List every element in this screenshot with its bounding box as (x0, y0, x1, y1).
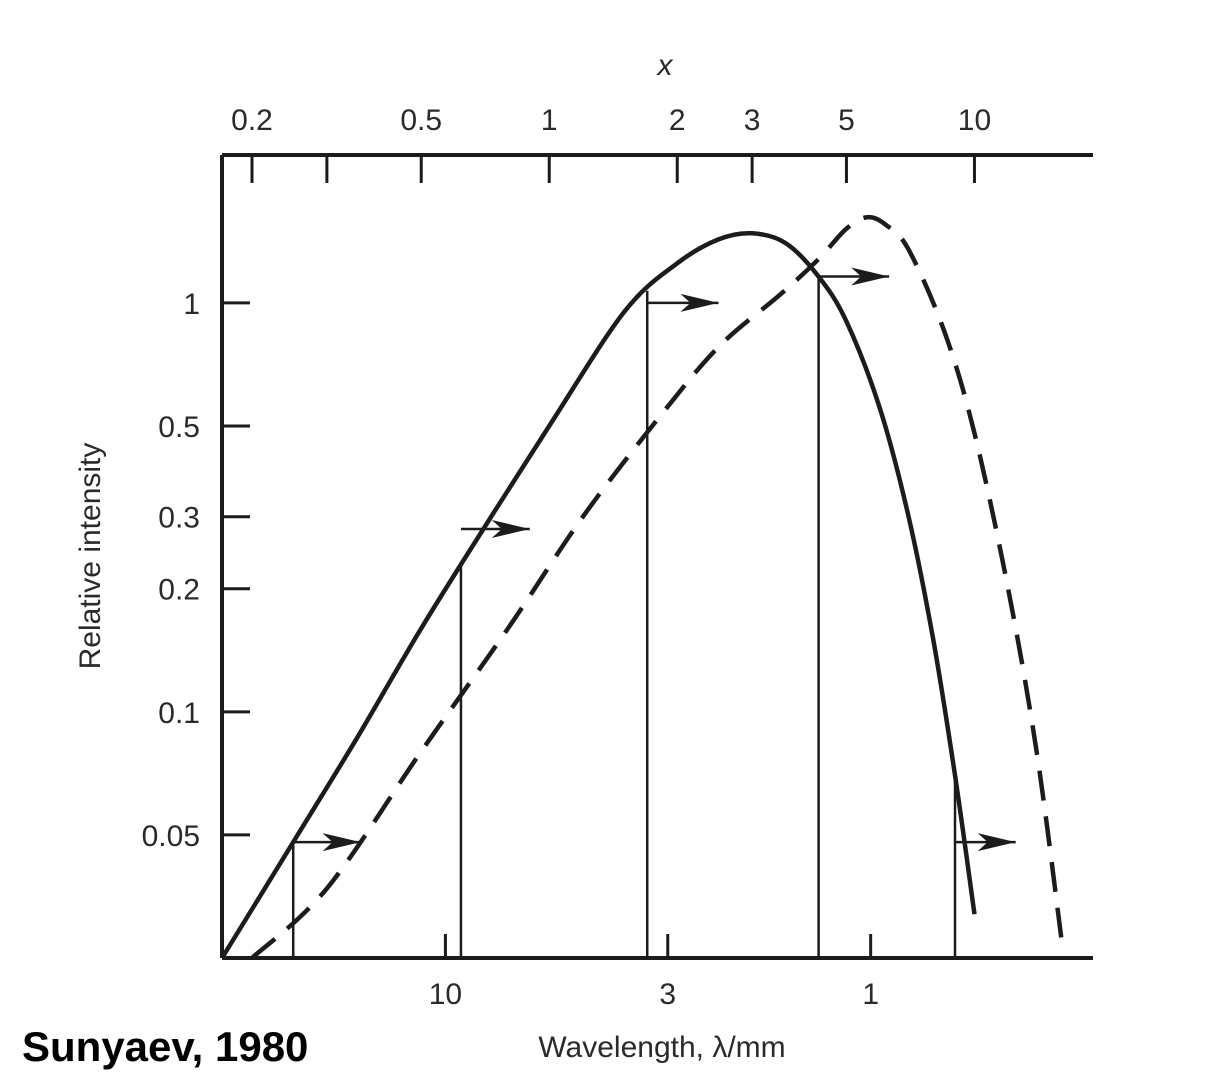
top-axis-title: x (656, 49, 674, 82)
top-tick-label: 0.2 (231, 104, 273, 137)
top-tick-label: 0.5 (400, 104, 442, 137)
left-tick-label: 0.05 (142, 820, 200, 853)
arrow-head (851, 267, 890, 286)
drop-lines (291, 276, 957, 958)
arrows (293, 267, 1016, 852)
top-tick-label: 2 (669, 104, 686, 137)
bottom-axis-ticks: 10 3 1 (429, 934, 879, 1011)
top-tick-label: 5 (838, 104, 855, 137)
left-tick-label: 0.5 (158, 411, 200, 444)
curves (220, 214, 1064, 960)
top-axis-ticks: 0.2 0.5 1 2 3 5 10 (231, 104, 991, 183)
arrow-head (491, 519, 530, 538)
arrow-head (680, 293, 719, 312)
bottom-axis-title: Wavelength, λ/mm (538, 1031, 785, 1064)
top-tick-label: 3 (744, 104, 761, 137)
y-axis-title: Relative intensity (74, 443, 107, 670)
arrow-head (977, 833, 1016, 852)
left-tick-label: 0.3 (158, 502, 200, 535)
plot-frame (220, 153, 1093, 960)
planck-spectrum-curve (220, 230, 977, 960)
left-tick-label: 0.2 (158, 574, 200, 607)
credit-label: Sunyaev, 1980 (22, 1023, 308, 1070)
bottom-tick-label: 1 (862, 978, 879, 1011)
shifted-spectrum-curve (250, 214, 1064, 960)
left-tick-label: 1 (183, 288, 200, 321)
bottom-tick-label: 10 (429, 978, 462, 1011)
left-tick-label: 0.1 (158, 697, 200, 730)
arrow-head (322, 833, 361, 852)
top-tick-label: 1 (541, 104, 558, 137)
bottom-tick-label: 3 (659, 978, 676, 1011)
top-tick-label: 10 (958, 104, 991, 137)
left-axis-ticks: 1 0.5 0.3 0.2 0.1 0.05 (142, 288, 250, 853)
